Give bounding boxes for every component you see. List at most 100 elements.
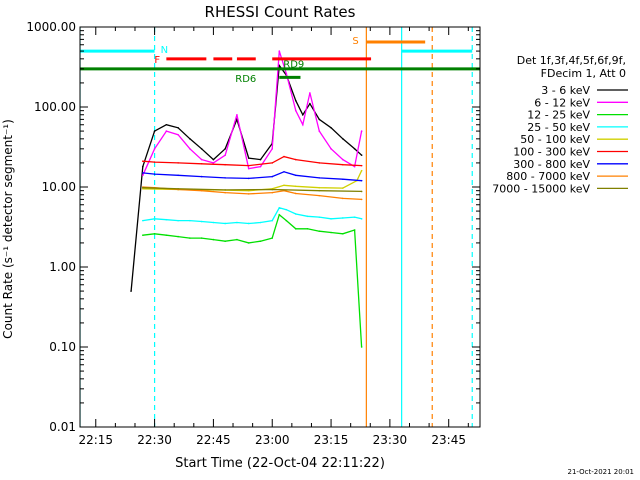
x-tick-label-2: 22:45 xyxy=(196,433,231,447)
data-point-6-5 xyxy=(247,177,250,180)
data-point-1-8 xyxy=(236,113,238,116)
data-point-5-10 xyxy=(342,163,344,166)
flag-label-rd9: RD9 xyxy=(283,59,304,70)
data-point-2-9 xyxy=(247,242,250,244)
chart-title: RHESSI Count Rates xyxy=(205,3,356,21)
data-point-0-11 xyxy=(259,158,262,161)
legend-entry-label-0: 3 - 6 keV xyxy=(541,84,590,97)
data-point-2-19 xyxy=(353,229,356,231)
x-tick-label-4: 23:15 xyxy=(314,433,349,447)
data-point-2-13 xyxy=(285,219,288,222)
data-point-2-18 xyxy=(342,233,344,235)
data-point-2-16 xyxy=(318,230,321,233)
data-point-7-10 xyxy=(342,197,344,200)
data-point-3-5 xyxy=(200,220,203,223)
x-axis-label: Start Time (22-Oct-04 22:11:22) xyxy=(175,456,385,471)
data-point-6-10 xyxy=(342,178,344,181)
data-point-6-9 xyxy=(318,177,321,179)
data-point-1-2 xyxy=(165,130,168,132)
x-tick-label-3: 23:00 xyxy=(255,433,290,447)
data-point-5-3 xyxy=(200,162,203,165)
data-point-0-16 xyxy=(302,113,304,116)
data-point-4-7 xyxy=(318,186,321,189)
data-point-1-5 xyxy=(200,158,203,161)
data-point-1-13 xyxy=(285,73,288,75)
plot-area: NF S RD9 RD6 xyxy=(80,27,480,427)
data-point-7-4 xyxy=(224,191,226,194)
data-point-5-7 xyxy=(283,155,285,158)
data-point-5-4 xyxy=(224,163,226,166)
data-point-8-1 xyxy=(177,187,179,190)
data-point-3-9 xyxy=(247,222,250,225)
data-point-0-17 xyxy=(309,102,311,105)
legend: Det 1f,3f,4f,5f,6f,9f,FDecim 1, Att 0 3 -… xyxy=(492,54,628,195)
data-point-0-22 xyxy=(360,154,363,156)
series-line-6 xyxy=(142,171,362,182)
data-point-3-6 xyxy=(212,221,215,224)
data-point-0-15 xyxy=(294,99,297,102)
data-point-1-14 xyxy=(294,109,297,112)
data-point-2-17 xyxy=(330,231,332,234)
plot-frame xyxy=(79,26,481,428)
x-tick-label-5: 23:30 xyxy=(373,433,408,447)
data-point-5-0 xyxy=(142,160,144,163)
data-point-2-14 xyxy=(294,228,297,230)
data-point-2-12 xyxy=(278,213,281,216)
series-line-2 xyxy=(142,213,363,348)
data-point-2-6 xyxy=(212,238,215,241)
data-point-2-11 xyxy=(271,237,274,239)
y-axis-label: Count Rate (s⁻¹ detector segment⁻¹) xyxy=(1,119,15,339)
data-point-3-11 xyxy=(271,219,274,222)
data-point-0-20 xyxy=(342,138,344,140)
data-point-1-10 xyxy=(259,165,262,168)
data-point-2-0 xyxy=(142,234,144,236)
data-point-5-5 xyxy=(247,164,250,167)
data-point-0-7 xyxy=(212,158,215,161)
data-point-6-11 xyxy=(360,179,363,182)
data-point-3-10 xyxy=(259,221,262,224)
flag-label-s: S xyxy=(352,36,358,47)
legend-header-line-0: Det 1f,3f,4f,5f,6f,9f, xyxy=(517,54,626,67)
legend-entry-label-6: 300 - 800 keV xyxy=(513,158,590,171)
data-point-1-19 xyxy=(342,158,344,161)
data-point-5-11 xyxy=(360,164,363,167)
data-point-0-2 xyxy=(153,130,156,132)
x-tick-label-0: 22:15 xyxy=(78,433,113,447)
data-point-3-3 xyxy=(177,219,179,222)
data-point-4-6 xyxy=(294,185,297,188)
data-point-7-9 xyxy=(318,194,321,197)
data-point-6-1 xyxy=(153,173,156,175)
data-point-0-1 xyxy=(142,165,144,168)
legend-entry-label-8: 7000 - 15000 keV xyxy=(492,182,590,195)
flag-label-n: N xyxy=(161,45,168,56)
data-point-3-18 xyxy=(342,217,344,219)
data-point-6-2 xyxy=(177,174,179,177)
data-point-7-5 xyxy=(247,193,250,195)
data-point-1-7 xyxy=(224,154,226,156)
data-point-3-0 xyxy=(142,219,144,222)
data-point-1-21 xyxy=(360,130,363,132)
data-point-0-0 xyxy=(130,290,132,292)
data-point-8-2 xyxy=(224,189,226,191)
data-point-6-3 xyxy=(200,175,203,178)
data-point-5-2 xyxy=(177,162,179,164)
data-point-6-0 xyxy=(142,172,144,174)
series-line-5 xyxy=(142,155,362,167)
data-point-5-8 xyxy=(294,158,297,161)
data-point-6-4 xyxy=(224,177,226,179)
y-tick-label-4: 100.00 xyxy=(34,100,76,114)
series-line-1 xyxy=(142,50,363,176)
data-point-5-1 xyxy=(153,161,156,163)
data-point-0-4 xyxy=(177,126,179,129)
series-line-8 xyxy=(142,187,362,193)
legend-entry-label-2: 12 - 25 keV xyxy=(527,109,590,122)
x-tick-label-6: 23:45 xyxy=(431,433,466,447)
series-line-3 xyxy=(142,207,362,225)
data-point-6-7 xyxy=(283,170,285,173)
data-point-7-3 xyxy=(200,189,203,192)
data-point-7-11 xyxy=(360,198,363,201)
data-point-3-7 xyxy=(224,222,226,225)
data-point-3-13 xyxy=(285,208,288,211)
data-point-7-6 xyxy=(271,191,274,194)
